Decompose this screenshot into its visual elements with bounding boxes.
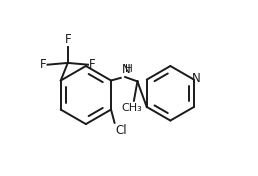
Text: F: F xyxy=(64,33,71,46)
Text: N: N xyxy=(122,64,130,76)
Text: H: H xyxy=(125,64,133,74)
Text: F: F xyxy=(40,58,47,71)
Text: Cl: Cl xyxy=(115,124,127,137)
Text: N: N xyxy=(192,72,200,85)
Text: CH₃: CH₃ xyxy=(122,102,142,112)
Text: F: F xyxy=(89,58,95,71)
